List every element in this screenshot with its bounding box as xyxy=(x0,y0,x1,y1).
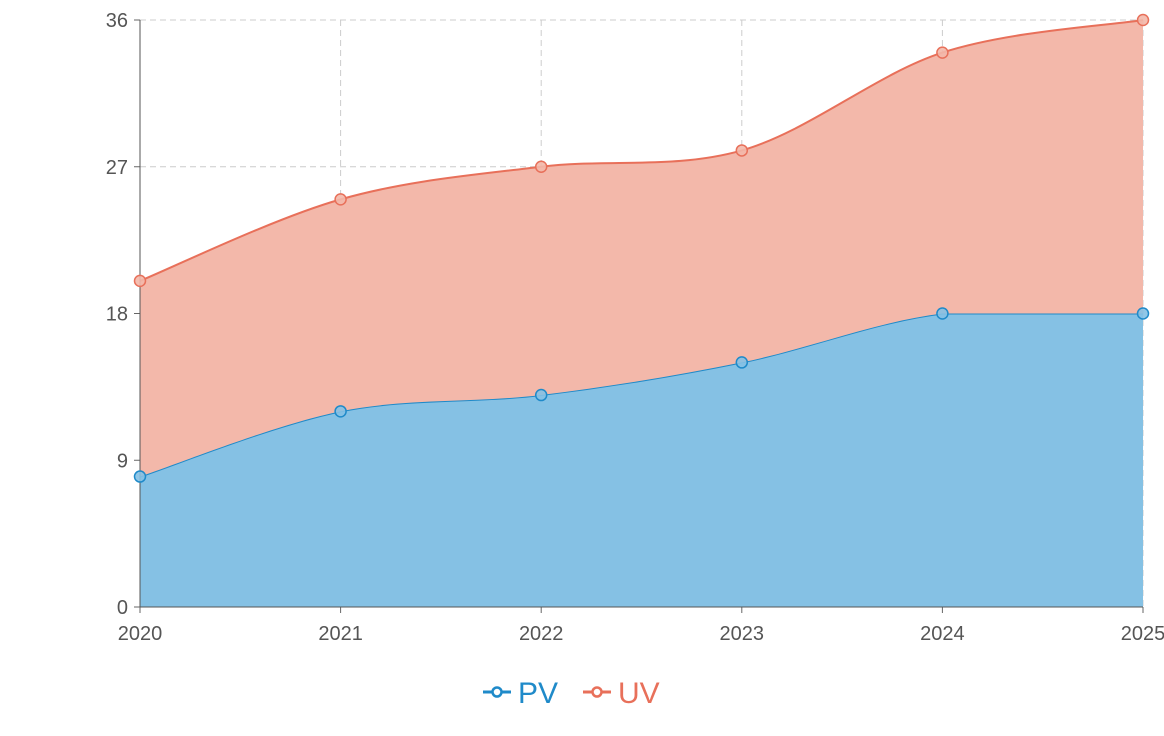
data-point-pv xyxy=(735,356,749,369)
y-tick-label: 9 xyxy=(117,450,128,472)
data-point-uv xyxy=(133,274,147,288)
legend: PV UV xyxy=(483,677,660,710)
data-point-uv xyxy=(735,144,749,157)
line-uv xyxy=(139,19,1144,282)
data-point-pv xyxy=(334,405,347,418)
x-tick-label: 2022 xyxy=(519,623,564,645)
x-tick-label: 2021 xyxy=(318,623,363,645)
data-point-uv xyxy=(334,193,347,206)
x-tick-label: 2024 xyxy=(920,623,965,645)
legend-label: PV xyxy=(518,677,558,710)
x-tick-label: 2023 xyxy=(720,623,765,645)
data-point-uv xyxy=(936,46,949,59)
x-tick-label: 2025 xyxy=(1121,623,1164,645)
area-pv xyxy=(140,313,1143,607)
area-uv xyxy=(140,20,1143,477)
data-point-pv xyxy=(133,470,147,483)
data-point-pv xyxy=(1136,307,1150,320)
legend-item-uv[interactable]: UV xyxy=(583,677,660,710)
y-tick-label: 27 xyxy=(106,157,128,179)
areas xyxy=(139,19,1144,607)
points xyxy=(133,13,1150,483)
legend-label: UV xyxy=(618,677,660,710)
data-point-pv xyxy=(534,388,548,402)
data-point-uv xyxy=(534,160,548,173)
x-tick-label: 2020 xyxy=(118,623,163,645)
y-tick-label: 18 xyxy=(106,304,128,326)
y-tick-label: 0 xyxy=(117,597,128,619)
legend-marker-icon xyxy=(591,686,603,698)
y-tick-label: 36 xyxy=(106,10,128,32)
data-point-uv xyxy=(1136,13,1150,27)
data-point-pv xyxy=(936,307,949,320)
legend-marker-icon xyxy=(491,686,503,698)
axes: 0 9 18 27 36 2020 2021 2022 2023 2024 2025 xyxy=(106,10,1164,645)
legend-item-pv[interactable]: PV xyxy=(483,677,558,710)
